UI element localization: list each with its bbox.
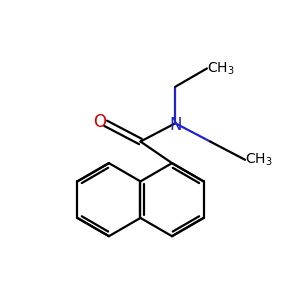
Text: O: O bbox=[93, 112, 106, 130]
Text: N: N bbox=[169, 116, 182, 134]
Text: CH$_3$: CH$_3$ bbox=[245, 152, 273, 168]
Text: CH$_3$: CH$_3$ bbox=[207, 60, 235, 77]
